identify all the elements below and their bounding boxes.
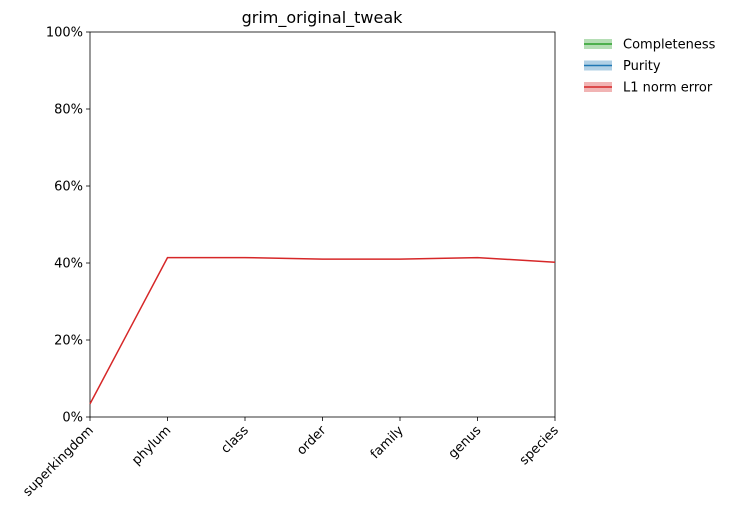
- y-tick-label: 100%: [46, 26, 83, 41]
- y-tick-label: 80%: [54, 103, 83, 118]
- legend-label: Completeness: [623, 38, 716, 53]
- x-tick-label: order: [294, 423, 330, 459]
- y-tick-label: 20%: [54, 334, 83, 349]
- plot-frame: [89, 31, 556, 418]
- y-tick-label: 40%: [54, 257, 83, 272]
- x-tick-label: class: [218, 423, 252, 457]
- legend-label: Purity: [623, 59, 661, 74]
- legend-label: L1 norm error: [623, 81, 713, 96]
- x-tick-label: family: [368, 423, 407, 462]
- data-line: [89, 256, 556, 405]
- x-tick-label: genus: [446, 423, 485, 462]
- x-tick-label: superkingdom: [20, 423, 96, 499]
- chart-title: grim_original_tweak: [242, 8, 404, 28]
- x-tick-label: phylum: [129, 423, 174, 468]
- x-tick-label: species: [517, 423, 562, 468]
- y-tick-label: 0%: [62, 411, 83, 426]
- y-tick-label: 60%: [54, 180, 83, 195]
